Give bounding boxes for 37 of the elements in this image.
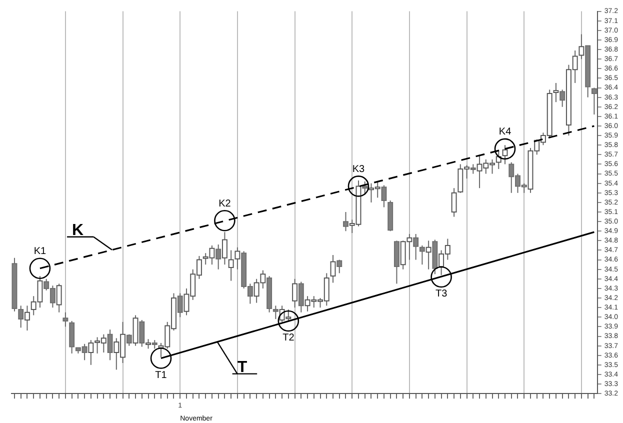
point bbox=[494, 138, 516, 160]
candlestick bbox=[502, 144, 508, 165]
candlestick bbox=[216, 244, 222, 270]
candlestick bbox=[272, 305, 278, 320]
candlestick bbox=[470, 164, 476, 174]
data-label: T3 bbox=[435, 288, 448, 300]
candlestick bbox=[362, 180, 368, 196]
data-label: K4 bbox=[498, 126, 512, 138]
point bbox=[150, 348, 172, 369]
candlestick bbox=[336, 259, 342, 274]
point bbox=[214, 210, 236, 232]
candlestick bbox=[177, 292, 183, 318]
candlestick bbox=[343, 212, 348, 232]
candlestick bbox=[413, 233, 419, 260]
data-label: K3 bbox=[352, 164, 366, 175]
candlestick bbox=[451, 188, 457, 218]
legend-label: T bbox=[237, 358, 248, 376]
data-label: K2 bbox=[218, 198, 232, 210]
data-label: K1 bbox=[34, 246, 47, 258]
candlestick bbox=[107, 329, 113, 361]
candlestick bbox=[419, 244, 425, 266]
candlestick bbox=[560, 89, 566, 108]
candlestick bbox=[18, 305, 24, 328]
series-label: K bbox=[72, 222, 84, 239]
candlestick bbox=[298, 281, 304, 313]
candlestick bbox=[62, 312, 68, 328]
candlestick bbox=[126, 334, 132, 346]
candlestick bbox=[139, 320, 145, 348]
point bbox=[29, 258, 51, 280]
data-label: T2 bbox=[282, 332, 295, 344]
data-label: T1 bbox=[155, 370, 168, 381]
candlestick bbox=[496, 150, 502, 170]
point bbox=[348, 176, 370, 197]
candlestick bbox=[228, 250, 234, 282]
candlestick bbox=[381, 184, 387, 208]
point bbox=[278, 310, 300, 332]
point bbox=[430, 266, 452, 288]
